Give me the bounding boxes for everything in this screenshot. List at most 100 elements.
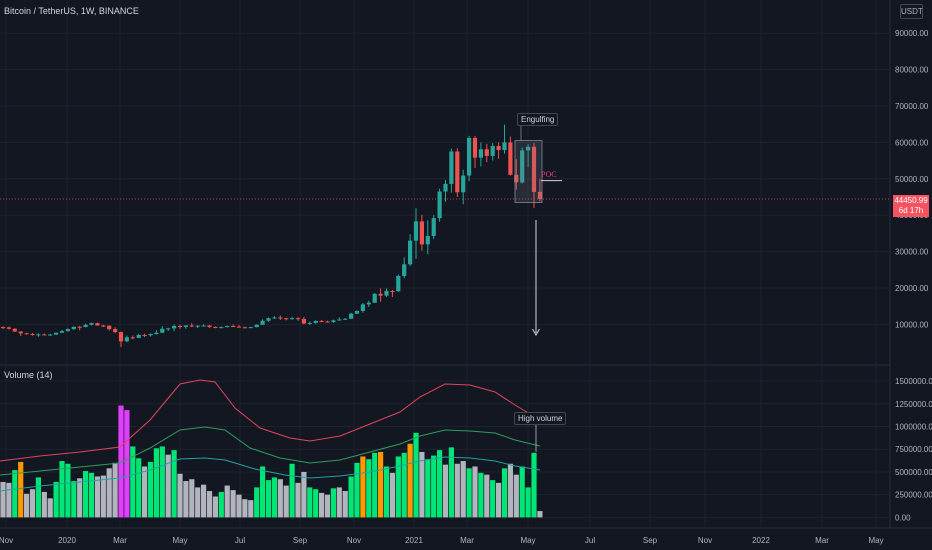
volume-bar [218, 491, 224, 518]
volume-bar [336, 487, 342, 518]
candle-body [354, 310, 360, 314]
candle-body [449, 151, 454, 184]
candle-body [166, 328, 171, 330]
candle-body [431, 218, 436, 236]
candle-body [455, 151, 460, 193]
volume-bar [265, 480, 272, 518]
volume-bar [59, 461, 65, 518]
candle-body [443, 183, 448, 192]
bar-countdown: 6d 17h [898, 206, 924, 215]
volume-bar [378, 451, 384, 518]
candle-body [83, 324, 88, 327]
volume-bar [29, 489, 36, 518]
candle-body [189, 325, 194, 327]
x-tick-label: Mar [815, 536, 829, 545]
volume-bar [389, 472, 395, 518]
candle-body [313, 320, 318, 323]
x-tick-label: Jul [235, 536, 245, 545]
volume-bar [130, 446, 136, 518]
volume-tick-label: 0.00 [895, 513, 911, 522]
volume-bar [383, 466, 390, 518]
candle-body [113, 329, 118, 333]
candle-body [331, 320, 336, 323]
candle-body [225, 326, 230, 328]
volume-tick-label: 1500000.00 [895, 377, 932, 386]
volume-bar [248, 500, 254, 518]
volume-bar [472, 466, 478, 518]
volume-bar [236, 494, 242, 518]
volume-bar [18, 461, 24, 518]
candle-body [6, 327, 11, 329]
volume-bar [295, 482, 301, 518]
volume-bar [525, 487, 531, 518]
volume-bar [12, 470, 18, 518]
volume-bar [519, 466, 525, 518]
volume-bar [419, 451, 425, 518]
poc-annotation: POC [541, 170, 557, 179]
volume-bar [165, 454, 171, 518]
candle-body [366, 302, 371, 305]
volume-bar [437, 450, 443, 518]
candle-body [30, 334, 35, 336]
candle-body [136, 334, 141, 338]
candle-body [384, 290, 389, 296]
candle-body [396, 275, 401, 292]
volume-tick-label: 1000000.00 [895, 422, 932, 431]
volume-bar [431, 455, 437, 518]
candle-body [101, 325, 106, 327]
volume-indicator-label[interactable]: Volume (14) [4, 370, 53, 380]
x-tick-label: May [868, 536, 883, 545]
x-tick-label: Nov [0, 536, 13, 545]
volume-tick-label: 1250000.00 [895, 400, 932, 409]
volume-bar [354, 462, 360, 518]
candle-body [24, 333, 29, 335]
y-tick-label: 10000.00 [895, 320, 929, 329]
volume-bar [366, 459, 372, 518]
candle-body [343, 318, 348, 320]
volume-bar [372, 452, 378, 518]
candle-body [148, 334, 153, 336]
volume-bar [342, 491, 348, 518]
volume-bar [183, 481, 189, 518]
x-tick-label: 2020 [58, 536, 76, 545]
volume-bar [71, 481, 77, 518]
candle-body [437, 191, 442, 219]
volume-bar [260, 466, 266, 518]
volume-bar [484, 474, 490, 518]
candle-body [65, 329, 70, 332]
candle-body [337, 319, 342, 321]
volume-bar [94, 476, 100, 518]
candle-body [467, 138, 472, 176]
volume-bar [65, 463, 71, 518]
volume-tick-label: 250000.00 [895, 491, 932, 500]
candle-body [490, 146, 495, 156]
engulfing-box [514, 140, 543, 203]
volume-bar [401, 452, 407, 518]
volume-bar [112, 462, 118, 518]
y-tick-label: 80000.00 [895, 66, 929, 75]
volume-bar [254, 487, 260, 518]
candle-body [349, 313, 354, 319]
volume-bar [0, 481, 6, 518]
symbol-title[interactable]: Bitcoin / TetherUS, 1W, BINANCE [4, 6, 139, 16]
candle-body [242, 327, 247, 329]
candle-body [71, 326, 76, 330]
y-tick-label: 90000.00 [895, 29, 929, 38]
x-tick-label: Jul [585, 536, 595, 545]
volume-bar [466, 468, 472, 518]
candle-body [254, 324, 259, 328]
volume-bar [136, 458, 142, 518]
candle-body [219, 327, 224, 329]
volume-bar [189, 479, 195, 518]
candle-body [118, 332, 124, 342]
x-tick-label: Sep [643, 536, 658, 545]
candle-body [36, 334, 41, 336]
volume-bar [454, 463, 460, 518]
volume-bar [490, 480, 496, 518]
candle-body [402, 264, 407, 276]
currency-badge[interactable]: USDT [900, 4, 923, 19]
volume-tick-label: 750000.00 [895, 445, 932, 454]
volume-bar [206, 491, 213, 518]
candle-body [77, 326, 82, 328]
